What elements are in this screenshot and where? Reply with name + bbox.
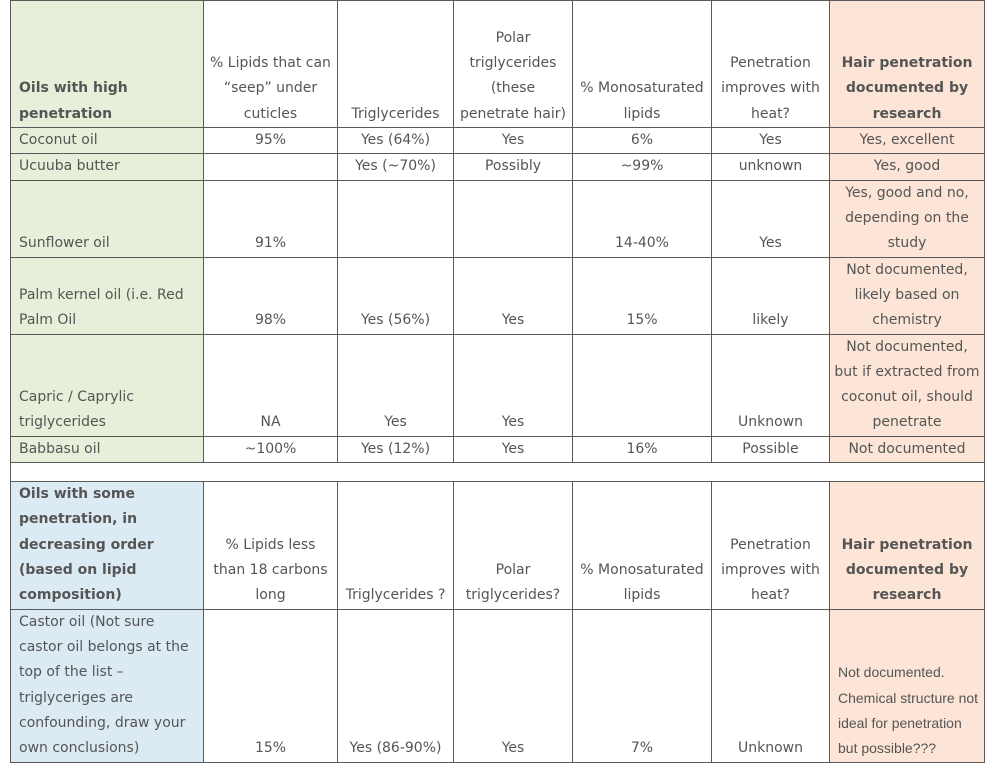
cell-lipids: 95% (203, 126, 338, 155)
cell-triglycerides: Yes (86-90%) (337, 608, 454, 763)
cell-monosaturated: 14-40% (572, 179, 712, 258)
cell-lipids: NA (203, 333, 338, 437)
cell-polar: Yes (453, 333, 573, 437)
cell-monosaturated: 7% (572, 608, 712, 763)
header-heat: Penetration improves with heat? (711, 481, 830, 610)
header-monosaturated: % Monosaturated lipids (572, 481, 712, 610)
cell-monosaturated: ~99% (572, 153, 712, 181)
oil-note: (Not sure castor oil belongs at the top … (19, 613, 189, 757)
header-triglycerides: Triglycerides (337, 0, 454, 128)
cell-heat: Possible (711, 435, 830, 464)
cell-research: Not documented (829, 435, 985, 464)
header-research: Hair penetration documented by research (829, 0, 985, 128)
oil-name: Capric / Caprylic triglycerides (10, 333, 204, 437)
table-row: Sunflower oil 91% 14-40% Yes Yes, good a… (10, 179, 985, 258)
cell-research: Yes, good (829, 153, 985, 181)
header-polar-triglycerides: Polar triglycerides? (453, 481, 573, 610)
cell-lipids: 15% (203, 608, 338, 763)
section1-title: Oils with high penetration (10, 0, 204, 128)
oil-name: Sunflower oil (10, 179, 204, 258)
header-lipids-short: % Lipids less than 18 carbons long (203, 481, 338, 610)
cell-monosaturated: 6% (572, 126, 712, 155)
table-row: Ucuuba butter Yes (~70%) Possibly ~99% u… (10, 153, 985, 181)
cell-polar: Yes (453, 256, 573, 335)
cell-lipids (203, 153, 338, 181)
section2-title: Oils with some penetration, in decreasin… (10, 481, 204, 610)
header-research: Hair penetration documented by research (829, 481, 985, 610)
table-row: Palm kernel oil (i.e. Red Palm Oil 98% Y… (10, 256, 985, 335)
cell-lipids: 98% (203, 256, 338, 335)
cell-monosaturated (572, 333, 712, 437)
oil-name: Ucuuba butter (10, 153, 204, 181)
section1-header-row: Oils with high penetration % Lipids that… (10, 0, 985, 128)
cell-heat: unknown (711, 153, 830, 181)
cell-triglycerides: Yes (64%) (337, 126, 454, 155)
cell-triglycerides: Yes (12%) (337, 435, 454, 464)
cell-heat: Yes (711, 179, 830, 258)
table-row: Coconut oil 95% Yes (64%) Yes 6% Yes Yes… (10, 126, 985, 155)
cell-heat: Unknown (711, 333, 830, 437)
header-triglycerides: Triglycerides ? (337, 481, 454, 610)
cell-heat: Yes (711, 126, 830, 155)
table-row: Babbasu oil ~100% Yes (12%) Yes 16% Poss… (10, 435, 985, 464)
section-spacer (10, 462, 985, 483)
cell-research: Not documented, but if extracted from co… (829, 333, 985, 437)
cell-heat: Unknown (711, 608, 830, 763)
header-monosaturated: % Monosaturated lipids (572, 0, 712, 128)
header-lipids-seep: % Lipids that can “seep” under cuticles (203, 0, 338, 128)
cell-polar: Possibly (453, 153, 573, 181)
oil-name: Castor oil (Not sure castor oil belongs … (10, 608, 204, 763)
cell-monosaturated: 15% (572, 256, 712, 335)
oil-name-text: Castor oil (19, 613, 86, 630)
cell-research: Yes, good and no, depending on the study (829, 179, 985, 258)
oil-name: Coconut oil (10, 126, 204, 155)
cell-heat: likely (711, 256, 830, 335)
oils-table: Oils with high penetration % Lipids that… (10, 0, 985, 763)
oil-name: Palm kernel oil (i.e. Red Palm Oil (10, 256, 204, 335)
header-polar-triglycerides: Polar triglycerides (these penetrate hai… (453, 0, 573, 128)
cell-triglycerides: Yes (56%) (337, 256, 454, 335)
header-heat: Penetration improves with heat? (711, 0, 830, 128)
spacer-cell (10, 462, 985, 483)
cell-lipids: 91% (203, 179, 338, 258)
cell-polar: Yes (453, 126, 573, 155)
cell-research: Yes, excellent (829, 126, 985, 155)
table-row: Castor oil (Not sure castor oil belongs … (10, 608, 985, 763)
cell-monosaturated: 16% (572, 435, 712, 464)
cell-polar: Yes (453, 435, 573, 464)
cell-research: Not documented. Chemical structure not i… (829, 608, 985, 763)
cell-research: Not documented, likely based on chemistr… (829, 256, 985, 335)
section2-header-row: Oils with some penetration, in decreasin… (10, 481, 985, 610)
cell-polar: Yes (453, 608, 573, 763)
table-row: Capric / Caprylic triglycerides NA Yes Y… (10, 333, 985, 437)
cell-lipids: ~100% (203, 435, 338, 464)
cell-triglycerides: Yes (~70%) (337, 153, 454, 181)
oil-name: Babbasu oil (10, 435, 204, 464)
cell-polar (453, 179, 573, 258)
cell-triglycerides (337, 179, 454, 258)
cell-triglycerides: Yes (337, 333, 454, 437)
